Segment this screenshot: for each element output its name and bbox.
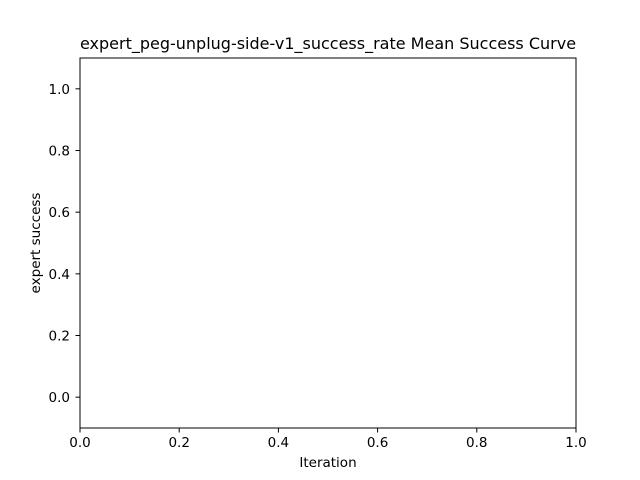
y-tick-label: 0.4 xyxy=(49,267,70,283)
x-tick-label: 0.4 xyxy=(268,435,289,451)
y-tick-label: 0.0 xyxy=(49,390,70,406)
x-tick-label: 0.8 xyxy=(466,435,487,451)
y-axis-label: expert success xyxy=(28,193,44,294)
x-tick-label: 0.2 xyxy=(168,435,189,451)
y-tick-label: 0.6 xyxy=(49,205,70,221)
x-tick-label: 0.0 xyxy=(69,435,90,451)
x-tick-label: 1.0 xyxy=(565,435,586,451)
y-tick-label: 1.0 xyxy=(49,82,70,98)
x-axis-label: Iteration xyxy=(299,455,356,471)
y-tick-label: 0.2 xyxy=(49,329,70,345)
chart-title: expert_peg-unplug-side-v1_success_rate M… xyxy=(80,34,576,54)
y-axis-ticks: 0.0 0.2 0.4 0.6 0.8 1.0 xyxy=(49,82,80,406)
y-tick-label: 0.8 xyxy=(49,144,70,160)
x-axis-ticks: 0.0 0.2 0.4 0.6 0.8 1.0 xyxy=(69,428,587,451)
plot-area xyxy=(79,57,577,429)
axes-frame xyxy=(79,57,577,429)
x-tick-label: 0.6 xyxy=(367,435,388,451)
